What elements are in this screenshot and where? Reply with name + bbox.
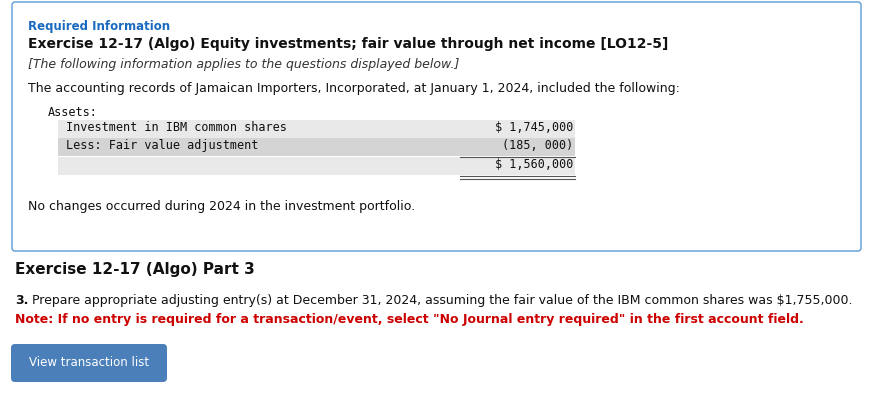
Text: The accounting records of Jamaican Importers, Incorporated, at January 1, 2024, : The accounting records of Jamaican Impor… bbox=[28, 82, 680, 95]
FancyBboxPatch shape bbox=[58, 120, 575, 138]
FancyBboxPatch shape bbox=[12, 2, 861, 251]
Text: Assets:: Assets: bbox=[48, 106, 98, 119]
Text: $ 1,560,000: $ 1,560,000 bbox=[494, 158, 573, 171]
Text: View transaction list: View transaction list bbox=[29, 356, 149, 370]
Text: Prepare appropriate adjusting entry(s) at December 31, 2024, assuming the fair v: Prepare appropriate adjusting entry(s) a… bbox=[28, 294, 852, 307]
Text: Exercise 12-17 (Algo) Equity investments; fair value through net income [LO12-5]: Exercise 12-17 (Algo) Equity investments… bbox=[28, 37, 668, 51]
Text: Investment in IBM common shares: Investment in IBM common shares bbox=[66, 121, 287, 134]
FancyBboxPatch shape bbox=[58, 157, 575, 175]
Text: $ 1,745,000: $ 1,745,000 bbox=[494, 121, 573, 134]
Text: 3.: 3. bbox=[15, 294, 28, 307]
Text: [The following information applies to the questions displayed below.]: [The following information applies to th… bbox=[28, 58, 459, 71]
Text: Exercise 12-17 (Algo) Part 3: Exercise 12-17 (Algo) Part 3 bbox=[15, 262, 255, 277]
FancyBboxPatch shape bbox=[58, 138, 575, 156]
Text: (185, 000): (185, 000) bbox=[501, 139, 573, 152]
Text: Less: Fair value adjustment: Less: Fair value adjustment bbox=[66, 139, 258, 152]
Text: Note: If no entry is required for a transaction/event, select "No Journal entry : Note: If no entry is required for a tran… bbox=[15, 313, 804, 326]
FancyBboxPatch shape bbox=[11, 344, 167, 382]
Text: No changes occurred during 2024 in the investment portfolio.: No changes occurred during 2024 in the i… bbox=[28, 200, 415, 213]
Text: Required Information: Required Information bbox=[28, 20, 170, 33]
